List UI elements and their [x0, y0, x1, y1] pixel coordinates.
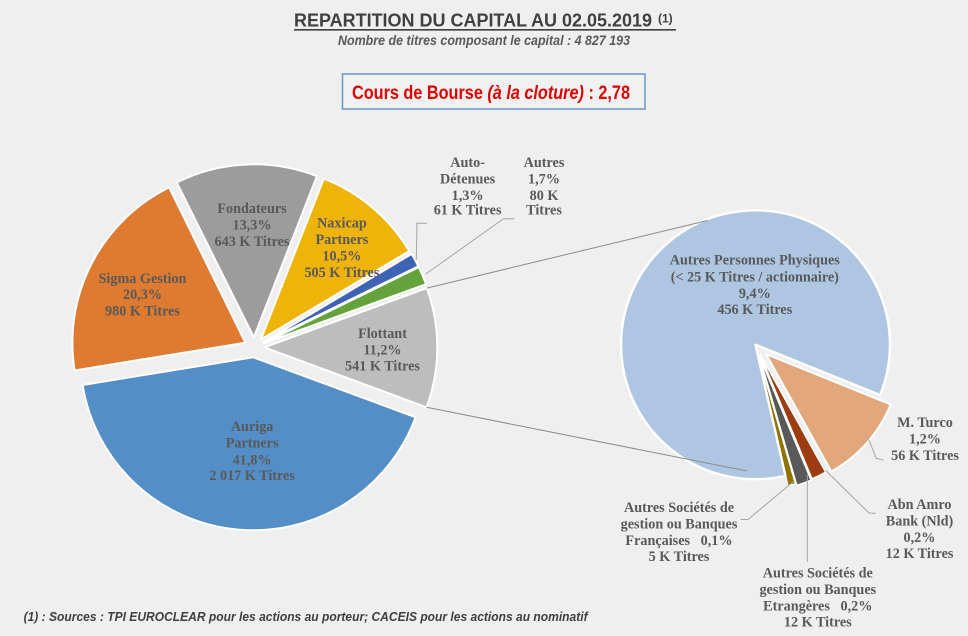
svg-text:(1) : Sources : TPI EUROCLEAR: (1) : Sources : TPI EUROCLEAR pour les a… — [24, 609, 590, 624]
svg-text:Cours de Bourse (à la cloture): Cours de Bourse (à la cloture) : 2,78 — [352, 83, 630, 104]
svg-text:Nombre de titres composant le: Nombre de titres composant le capital : … — [338, 33, 630, 48]
svg-text:(1): (1) — [658, 12, 673, 26]
svg-text:REPARTITION DU CAPITAL AU 02.0: REPARTITION DU CAPITAL AU 02.05.2019 — [294, 11, 652, 31]
svg-text:Autres Personnes Physiques(< 2: Autres Personnes Physiques (< 25 K Titres… — [670, 253, 840, 318]
